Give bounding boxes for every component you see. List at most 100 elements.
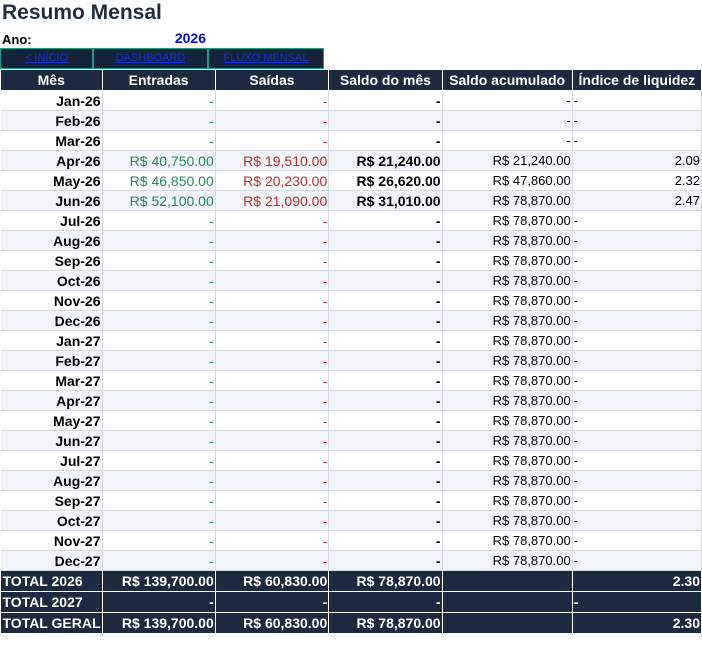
saldo-mes-cell[interactable]: - <box>328 310 443 331</box>
saldo-mes-cell[interactable]: - <box>328 410 443 431</box>
month-cell[interactable]: Feb-27 <box>0 350 103 371</box>
month-cell[interactable]: Oct-26 <box>0 270 103 291</box>
indice-liquidez-cell[interactable]: - <box>572 210 702 231</box>
saidas-cell[interactable]: - <box>215 350 330 371</box>
month-cell[interactable]: Apr-27 <box>0 390 103 411</box>
indice-liquidez-cell[interactable]: - <box>572 250 702 271</box>
saidas-cell[interactable]: - <box>215 410 330 431</box>
indice-liquidez-cell[interactable]: - <box>572 110 702 131</box>
entradas-cell[interactable]: - <box>102 370 216 391</box>
entradas-cell[interactable]: - <box>102 390 216 411</box>
saidas-cell[interactable]: - <box>215 230 330 251</box>
entradas-cell[interactable]: - <box>102 530 216 551</box>
indice-liquidez-cell[interactable]: 2.32 <box>572 170 702 191</box>
saidas-cell[interactable]: - <box>215 370 330 391</box>
indice-liquidez-cell[interactable]: - <box>572 310 702 331</box>
total-liquidez-cell[interactable]: 2.30 <box>572 612 702 634</box>
indice-liquidez-cell[interactable]: - <box>572 410 702 431</box>
total-saidas-cell[interactable]: - <box>215 591 330 613</box>
saldo-acumulado-cell[interactable]: - <box>442 130 573 151</box>
indice-liquidez-cell[interactable]: - <box>572 390 702 411</box>
saldo-acumulado-cell[interactable]: R$ 78,870.00 <box>442 390 573 411</box>
total-saldo-cell[interactable]: R$ 78,870.00 <box>328 612 443 634</box>
saldo-mes-cell[interactable]: - <box>328 370 443 391</box>
entradas-cell[interactable]: - <box>102 450 216 471</box>
saldo-mes-cell[interactable]: - <box>328 530 443 551</box>
total-label-cell[interactable]: TOTAL 2027 <box>0 591 103 613</box>
saidas-cell[interactable]: - <box>215 210 330 231</box>
saldo-acumulado-cell[interactable]: R$ 78,870.00 <box>442 290 573 311</box>
month-cell[interactable]: Sep-26 <box>0 250 103 271</box>
month-cell[interactable]: Feb-26 <box>0 110 103 131</box>
saidas-cell[interactable]: - <box>215 130 330 151</box>
entradas-cell[interactable]: - <box>102 270 216 291</box>
saidas-cell[interactable]: - <box>215 290 330 311</box>
total-acumulado-cell[interactable] <box>442 570 573 592</box>
month-cell[interactable]: Mar-26 <box>0 130 103 151</box>
entradas-cell[interactable]: R$ 46,850.00 <box>102 170 216 191</box>
saidas-cell[interactable]: - <box>215 110 330 131</box>
entradas-cell[interactable]: - <box>102 330 216 351</box>
month-cell[interactable]: Jan-26 <box>0 90 103 111</box>
saldo-acumulado-cell[interactable]: R$ 78,870.00 <box>442 410 573 431</box>
nav-dashboard-link[interactable]: DASHBOARD <box>93 48 208 69</box>
month-cell[interactable]: Jun-27 <box>0 430 103 451</box>
saldo-acumulado-cell[interactable]: R$ 78,870.00 <box>442 550 573 571</box>
saldo-mes-cell[interactable]: - <box>328 250 443 271</box>
indice-liquidez-cell[interactable]: - <box>572 130 702 151</box>
saldo-mes-cell[interactable]: - <box>328 490 443 511</box>
total-saidas-cell[interactable]: R$ 60,830.00 <box>215 570 330 592</box>
saldo-mes-cell[interactable]: - <box>328 110 443 131</box>
saidas-cell[interactable]: - <box>215 90 330 111</box>
month-cell[interactable]: Mar-27 <box>0 370 103 391</box>
saldo-mes-cell[interactable]: - <box>328 390 443 411</box>
entradas-cell[interactable]: - <box>102 210 216 231</box>
saldo-mes-cell[interactable]: - <box>328 210 443 231</box>
entradas-cell[interactable]: - <box>102 410 216 431</box>
month-cell[interactable]: Nov-26 <box>0 290 103 311</box>
saldo-mes-cell[interactable]: R$ 26,620.00 <box>328 170 443 191</box>
saldo-mes-cell[interactable]: - <box>328 130 443 151</box>
entradas-cell[interactable]: - <box>102 90 216 111</box>
indice-liquidez-cell[interactable]: - <box>572 90 702 111</box>
nav-fluxo-mensal-link[interactable]: FLUXO MENSAL <box>208 48 324 69</box>
saidas-cell[interactable]: - <box>215 270 330 291</box>
indice-liquidez-cell[interactable]: - <box>572 430 702 451</box>
entradas-cell[interactable]: - <box>102 350 216 371</box>
indice-liquidez-cell[interactable]: - <box>572 530 702 551</box>
indice-liquidez-cell[interactable]: - <box>572 550 702 571</box>
entradas-cell[interactable]: - <box>102 230 216 251</box>
month-cell[interactable]: Jul-27 <box>0 450 103 471</box>
indice-liquidez-cell[interactable]: - <box>572 330 702 351</box>
total-liquidez-cell[interactable]: - <box>572 591 702 613</box>
saldo-acumulado-cell[interactable]: R$ 78,870.00 <box>442 190 573 211</box>
month-cell[interactable]: Aug-26 <box>0 230 103 251</box>
total-acumulado-cell[interactable] <box>442 591 573 613</box>
saldo-mes-cell[interactable]: - <box>328 230 443 251</box>
saidas-cell[interactable]: - <box>215 310 330 331</box>
total-label-cell[interactable]: TOTAL GERAL <box>0 612 103 634</box>
saldo-acumulado-cell[interactable]: R$ 21,240.00 <box>442 150 573 171</box>
saldo-acumulado-cell[interactable]: R$ 78,870.00 <box>442 530 573 551</box>
indice-liquidez-cell[interactable]: - <box>572 490 702 511</box>
indice-liquidez-cell[interactable]: - <box>572 290 702 311</box>
saidas-cell[interactable]: - <box>215 510 330 531</box>
saidas-cell[interactable]: - <box>215 490 330 511</box>
saldo-acumulado-cell[interactable]: R$ 78,870.00 <box>442 210 573 231</box>
entradas-cell[interactable]: - <box>102 130 216 151</box>
total-acumulado-cell[interactable] <box>442 612 573 634</box>
total-entradas-cell[interactable]: - <box>102 591 216 613</box>
saldo-acumulado-cell[interactable]: - <box>442 110 573 131</box>
saldo-mes-cell[interactable]: - <box>328 430 443 451</box>
saidas-cell[interactable]: - <box>215 530 330 551</box>
month-cell[interactable]: Jan-27 <box>0 330 103 351</box>
indice-liquidez-cell[interactable]: - <box>572 510 702 531</box>
saidas-cell[interactable]: - <box>215 450 330 471</box>
month-cell[interactable]: May-26 <box>0 170 103 191</box>
saldo-mes-cell[interactable]: R$ 21,240.00 <box>328 150 443 171</box>
saldo-mes-cell[interactable]: - <box>328 290 443 311</box>
saldo-acumulado-cell[interactable]: - <box>442 90 573 111</box>
month-cell[interactable]: Jul-26 <box>0 210 103 231</box>
entradas-cell[interactable]: - <box>102 510 216 531</box>
indice-liquidez-cell[interactable]: - <box>572 450 702 471</box>
